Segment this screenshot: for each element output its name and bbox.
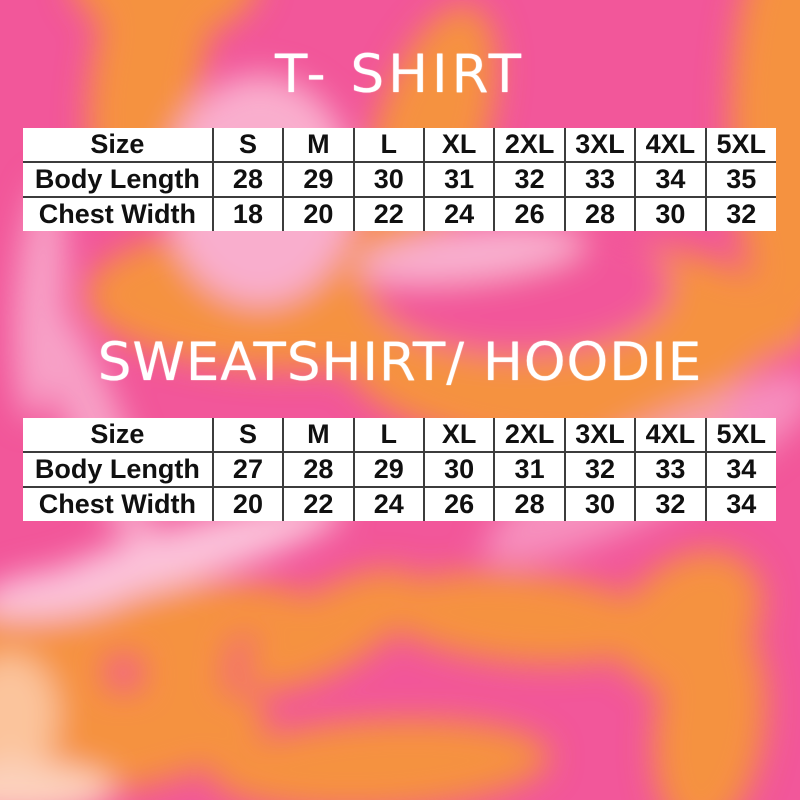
column-header: L bbox=[352, 128, 425, 163]
size-value: 20 bbox=[282, 196, 355, 231]
size-value: 32 bbox=[704, 196, 776, 231]
size-value: 26 bbox=[493, 196, 566, 231]
size-value: 31 bbox=[422, 161, 496, 198]
size-value: 30 bbox=[563, 486, 637, 521]
size-value: 28 bbox=[211, 161, 285, 198]
size-value: 34 bbox=[704, 486, 776, 521]
column-header: 3XL bbox=[563, 128, 637, 163]
sweatshirt-title: SWEATSHIRT/ HOODIE bbox=[97, 332, 703, 393]
size-value: 20 bbox=[211, 486, 285, 521]
size-value: 30 bbox=[634, 196, 707, 231]
table-header-row: Size S M L XL 2XL 3XL 4XL 5XL bbox=[23, 128, 776, 163]
table-row: Chest Width 20 22 24 26 28 30 32 34 bbox=[23, 486, 776, 521]
size-value: 18 bbox=[211, 196, 285, 231]
tshirt-size-table: Size S M L XL 2XL 3XL 4XL 5XL Body Lengt… bbox=[23, 128, 776, 231]
table-row: Body Length 27 28 29 30 31 32 33 34 bbox=[23, 451, 776, 488]
size-value: 34 bbox=[704, 451, 776, 488]
size-value: 34 bbox=[634, 161, 707, 198]
sweatshirt-size-table: Size S M L XL 2XL 3XL 4XL 5XL Body Lengt… bbox=[23, 418, 776, 521]
size-value: 28 bbox=[563, 196, 637, 231]
column-header: 3XL bbox=[563, 418, 637, 453]
size-value: 35 bbox=[704, 161, 776, 198]
table-row: Chest Width 18 20 22 24 26 28 30 32 bbox=[23, 196, 776, 231]
table-header-row: Size S M L XL 2XL 3XL 4XL 5XL bbox=[23, 418, 776, 453]
column-header: XL bbox=[422, 128, 496, 163]
column-header: S bbox=[211, 418, 285, 453]
size-value: 32 bbox=[563, 451, 637, 488]
size-value: 28 bbox=[282, 451, 355, 488]
column-header: 5XL bbox=[704, 128, 776, 163]
column-header: 2XL bbox=[493, 128, 566, 163]
column-header: 4XL bbox=[634, 128, 707, 163]
row-label: Chest Width bbox=[23, 196, 214, 231]
table-row: Body Length 28 29 30 31 32 33 34 35 bbox=[23, 161, 776, 198]
size-value: 29 bbox=[352, 451, 425, 488]
row-label: Body Length bbox=[23, 161, 214, 198]
size-value: 22 bbox=[352, 196, 425, 231]
size-value: 30 bbox=[352, 161, 425, 198]
size-value: 30 bbox=[422, 451, 496, 488]
size-value: 24 bbox=[422, 196, 496, 231]
size-value: 33 bbox=[563, 161, 637, 198]
column-header: M bbox=[282, 128, 355, 163]
size-value: 33 bbox=[634, 451, 707, 488]
column-header: S bbox=[211, 128, 285, 163]
size-value: 31 bbox=[493, 451, 566, 488]
column-header: 5XL bbox=[704, 418, 776, 453]
size-value: 22 bbox=[282, 486, 355, 521]
size-value: 29 bbox=[282, 161, 355, 198]
column-header: 2XL bbox=[493, 418, 566, 453]
row-label: Chest Width bbox=[23, 486, 214, 521]
column-header: M bbox=[282, 418, 355, 453]
size-value: 28 bbox=[493, 486, 566, 521]
size-value: 26 bbox=[422, 486, 496, 521]
size-value: 27 bbox=[211, 451, 285, 488]
size-value: 32 bbox=[493, 161, 566, 198]
column-header: Size bbox=[23, 128, 214, 163]
row-label: Body Length bbox=[23, 451, 214, 488]
size-value: 24 bbox=[352, 486, 425, 521]
tshirt-title: T- SHIRT bbox=[275, 44, 525, 105]
column-header: 4XL bbox=[634, 418, 707, 453]
column-header: L bbox=[352, 418, 425, 453]
column-header: XL bbox=[422, 418, 496, 453]
size-value: 32 bbox=[634, 486, 707, 521]
column-header: Size bbox=[23, 418, 214, 453]
